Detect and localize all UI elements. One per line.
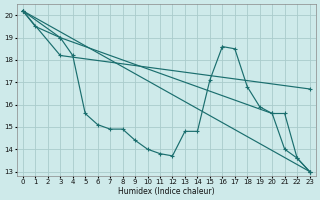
X-axis label: Humidex (Indice chaleur): Humidex (Indice chaleur) (118, 187, 214, 196)
